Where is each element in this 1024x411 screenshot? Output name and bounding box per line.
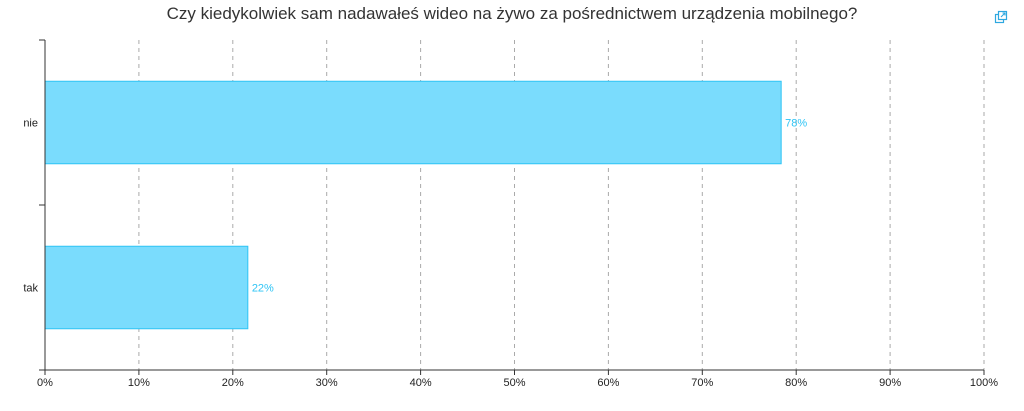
x-tick-label: 80%	[785, 377, 807, 389]
category-label: tak	[23, 283, 38, 295]
x-tick-label: 90%	[879, 377, 901, 389]
value-label: 22%	[252, 283, 274, 295]
bars	[44, 80, 782, 330]
x-tick-label: 50%	[503, 377, 525, 389]
x-tick-label: 40%	[410, 377, 432, 389]
x-tick-label: 100%	[970, 377, 998, 389]
category-labels: nie tak	[23, 118, 38, 295]
x-tick-label: 20%	[222, 377, 244, 389]
value-label: 78%	[785, 118, 807, 130]
bar-tak	[44, 245, 249, 330]
x-tick-label: 10%	[128, 377, 150, 389]
category-label: nie	[23, 118, 38, 130]
bar-nie	[44, 80, 782, 165]
x-axis: 0% 10% 20% 30% 40% 50% 60% 70% 80% 90% 100%	[37, 369, 998, 389]
value-labels: 78% 22%	[252, 118, 808, 295]
x-tick-label: 0%	[37, 377, 53, 389]
y-axis	[39, 39, 46, 371]
copy-export-icon[interactable]	[993, 9, 1009, 25]
chart-title: Czy kiedykolwiek sam nadawałeś wideo na …	[166, 4, 858, 23]
x-tick-label: 30%	[316, 377, 338, 389]
x-tick-label: 70%	[691, 377, 713, 389]
x-tick-label: 60%	[597, 377, 619, 389]
